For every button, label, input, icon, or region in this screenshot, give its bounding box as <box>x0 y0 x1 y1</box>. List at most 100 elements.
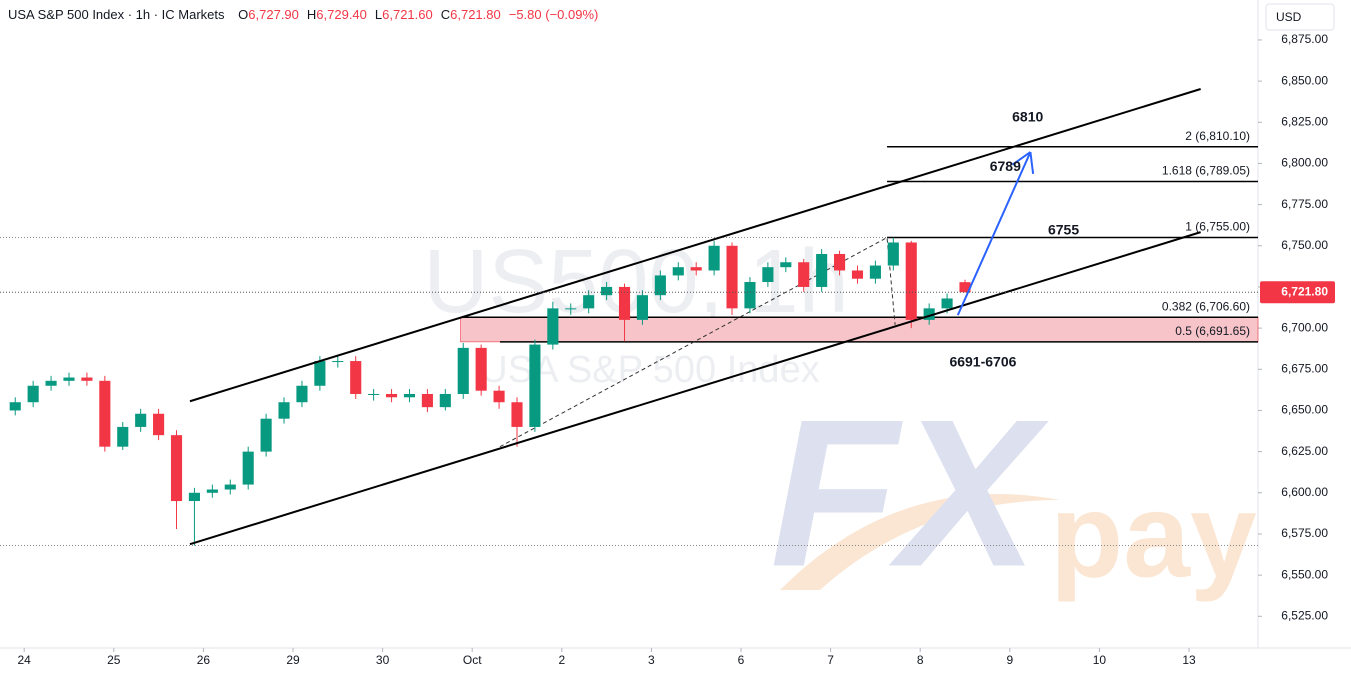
candle-body <box>816 254 828 287</box>
y-tick-label: 6,600.00 <box>1281 485 1328 499</box>
y-tick-label: 6,750.00 <box>1281 238 1328 252</box>
candle-body <box>744 282 756 309</box>
y-tick-label: 6,825.00 <box>1281 114 1328 128</box>
ohlc-value: 6,721.80 <box>450 7 501 22</box>
currency-box <box>1265 3 1335 31</box>
y-tick-label: 6,675.00 <box>1281 361 1328 375</box>
candle-body <box>403 393 416 398</box>
x-tick-label: 2 <box>558 653 565 667</box>
y-tick-label: 6,850.00 <box>1281 73 1328 87</box>
candle-body <box>654 275 666 296</box>
change: −5.80 (−0.09%) <box>508 7 599 22</box>
candle-body <box>887 242 899 266</box>
projection-arrow <box>956 151 1032 316</box>
candle-body <box>117 426 129 447</box>
candle-body <box>63 377 75 381</box>
arrow-head <box>1011 151 1031 166</box>
candle-body <box>421 393 433 408</box>
fib-trend <box>499 236 896 448</box>
candle-body <box>457 347 469 394</box>
y-tick-label: 6,800.00 <box>1281 156 1328 170</box>
y-tick-label: 6,700.00 <box>1281 320 1328 334</box>
x-tick-label: 26 <box>197 653 211 667</box>
candle-body <box>905 242 917 320</box>
candle-body <box>762 267 774 283</box>
ohlc-value: 6,727.90 <box>248 7 299 22</box>
y-tick-label: 6,775.00 <box>1281 197 1328 211</box>
candle-body <box>798 262 810 287</box>
annotation: 6691-6706 <box>949 353 1016 369</box>
candle-body <box>475 347 487 391</box>
candle-body <box>834 254 846 271</box>
candle-body <box>153 413 165 436</box>
candle-body <box>565 308 577 310</box>
x-tick-label: 29 <box>286 653 300 667</box>
candle-body <box>314 361 326 386</box>
x-tick-label: 13 <box>1182 653 1196 667</box>
x-tick-label: 3 <box>648 653 655 667</box>
candle-body <box>493 390 505 403</box>
candle-body <box>869 265 881 279</box>
candle-body <box>547 308 559 345</box>
candle-body <box>601 286 613 296</box>
fib-label: 0.382 (6,706.60) <box>1162 299 1250 313</box>
y-tick-label: 6,625.00 <box>1281 444 1328 458</box>
channel-line <box>189 231 1201 546</box>
annotation: 6789 <box>990 158 1021 174</box>
chart-title: USA S&P 500 Index · 1h · IC Markets <box>8 7 225 22</box>
candle-body <box>708 245 720 271</box>
candle-body <box>260 418 272 452</box>
candle-body <box>959 282 971 293</box>
candle-body <box>99 380 111 447</box>
candle-body <box>636 295 648 320</box>
ohlc-key: O <box>238 7 249 22</box>
candle-body <box>941 298 953 309</box>
x-tick-label: 6 <box>738 653 745 667</box>
ohlc-key: H <box>306 7 317 22</box>
x-tick-label: 25 <box>107 653 121 667</box>
candle-body <box>672 267 684 276</box>
fib-label: 1 (6,755.00) <box>1185 220 1250 234</box>
logo-swoosh <box>780 494 1060 590</box>
header: USA S&P 500 Index · 1h · IC Markets O6,7… <box>8 7 606 22</box>
ohlc-value: 6,721.60 <box>382 7 433 22</box>
candle-body <box>780 262 792 268</box>
candle-body <box>188 492 200 502</box>
candle-body <box>583 295 595 309</box>
logo: FX <box>770 375 1049 610</box>
x-tick-label: 24 <box>18 653 32 667</box>
channel-line <box>189 88 1201 403</box>
candle-body <box>511 402 523 427</box>
fib-label: 1.618 (6,789.05) <box>1162 164 1250 178</box>
candle-body <box>439 393 451 408</box>
arrow-head <box>1029 151 1035 175</box>
y-tick-label: 6,650.00 <box>1281 403 1328 417</box>
y-tick-label: 6,550.00 <box>1281 567 1328 581</box>
fib-label: 0.5 (6,691.65) <box>1175 324 1250 338</box>
candle-body <box>242 451 254 485</box>
last-price-box <box>1260 281 1335 304</box>
candle-body <box>45 380 57 386</box>
candle-body <box>278 402 290 419</box>
candle-body <box>206 489 218 493</box>
logo: pay <box>1050 469 1257 603</box>
candle-body <box>135 413 147 427</box>
annotation: 6755 <box>1048 222 1079 238</box>
candle-body <box>27 385 39 403</box>
candle-body <box>690 267 702 271</box>
candle-body <box>923 308 935 320</box>
ohlc-value: 6,729.40 <box>316 7 367 22</box>
x-tick-label: 10 <box>1093 653 1107 667</box>
candle-body <box>618 286 631 320</box>
ohlc-key: C <box>440 7 451 22</box>
candle-body <box>224 484 236 490</box>
y-tick-label: 6,575.00 <box>1281 526 1328 540</box>
currency: USD <box>1276 10 1302 24</box>
candle-body <box>332 361 344 363</box>
y-tick-label: 6,875.00 <box>1281 32 1328 46</box>
candle-body <box>9 402 21 411</box>
candle-body <box>386 393 398 398</box>
x-tick-label: 30 <box>376 653 390 667</box>
annotation: 6810 <box>1012 109 1043 125</box>
